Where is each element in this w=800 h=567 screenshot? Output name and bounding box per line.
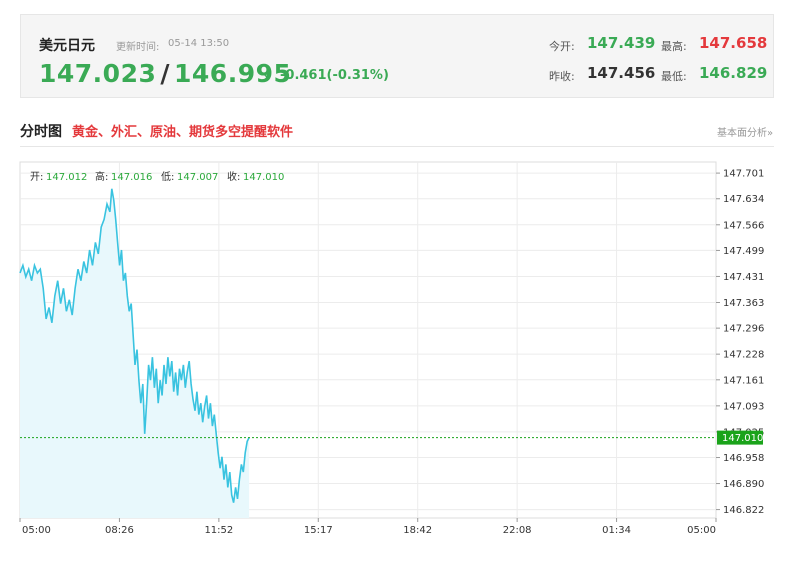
y-axis: 147.701 147.634 147.566 147.499 147.431 147.3… (716, 169, 764, 516)
section-title: 分时图 (20, 124, 62, 140)
ohlc-readout: 开: 147.012 高: 147.016 低: 147.007 收: 147.… (30, 170, 284, 183)
x-tick-label: 05:00 (687, 525, 716, 536)
open-value: 147.439 (587, 34, 656, 52)
y-tick-label: 147.363 (723, 298, 764, 309)
ohlc-high-label: 高: (95, 170, 108, 183)
high-value: 147.658 (699, 34, 768, 52)
last-price-tag: 147.010 (717, 430, 763, 445)
x-tick-label: 05:00 (22, 525, 51, 536)
y-tick-label: 147.296 (723, 324, 764, 335)
ohlc-high-value: 147.016 (111, 172, 152, 183)
last-price-badge-text: 147.010 (722, 433, 763, 444)
alert-software-link[interactable]: 黄金、外汇、原油、期货多空提醒软件 (72, 125, 294, 140)
ohlc-close-label: 收: (227, 170, 240, 183)
y-tick-label: 147.228 (723, 350, 764, 361)
last-price-badge (717, 430, 763, 445)
y-tick-label: 147.634 (723, 194, 764, 205)
fundamental-analysis-link[interactable]: 基本面分析» (717, 128, 774, 139)
low-label: 最低: (661, 70, 687, 83)
y-tick-label: 147.093 (723, 401, 764, 412)
x-tick-label: 08:26 (105, 525, 134, 536)
ohlc-low-label: 低: (161, 170, 174, 183)
price-area-fill (20, 188, 250, 519)
y-tick-label: 146.958 (723, 453, 764, 464)
y-tick-label: 147.161 (723, 375, 764, 386)
x-tick-label: 22:08 (503, 525, 532, 536)
quote-panel: 美元日元 更新时间: 05-14 13:50 147.023/146.995 ↓… (20, 14, 774, 98)
update-time-label: 更新时间: (116, 42, 160, 53)
x-axis: 05:00 08:26 11:52 15:17 18:42 22:08 01:34 05:00 (19, 518, 717, 536)
update-time: 05-14 13:50 (168, 38, 230, 49)
current-price: 147.023/146.995 (39, 59, 291, 88)
open-label: 今开: (549, 40, 575, 53)
bid-price: 147.023 (39, 59, 157, 88)
ohlc-open-label: 开: (30, 172, 43, 183)
x-tick-label: 15:17 (304, 525, 333, 536)
ohlc-open-value: 147.012 (46, 172, 87, 183)
y-tick-label: 147.431 (723, 272, 764, 283)
prev-close-label: 昨收: (549, 70, 575, 83)
price-line (19, 188, 250, 503)
ohlc-low-value: 147.007 (177, 172, 218, 183)
y-tick-label: 146.822 (723, 505, 764, 516)
y-tick-label: 147.566 (723, 220, 764, 231)
price-change: -0.461(-0.31%) (280, 68, 389, 83)
x-tick-label: 11:52 (204, 525, 233, 536)
high-label: 最高: (661, 40, 687, 53)
price-separator: / (160, 59, 171, 88)
ask-price: 146.995 (174, 59, 292, 88)
ohlc-close-value: 147.010 (243, 172, 284, 183)
y-tick-label: 147.701 (723, 169, 764, 180)
prev-close-value: 147.456 (587, 64, 656, 82)
down-arrow-icon: ↓ (262, 67, 273, 82)
low-value: 146.829 (699, 64, 768, 82)
x-tick-label: 01:34 (602, 525, 631, 536)
y-tick-label: 146.890 (723, 479, 764, 490)
instrument-name: 美元日元 (39, 38, 95, 54)
y-tick-label: 147.499 (723, 246, 764, 257)
x-tick-label: 18:42 (403, 525, 432, 536)
section-divider (20, 146, 774, 147)
